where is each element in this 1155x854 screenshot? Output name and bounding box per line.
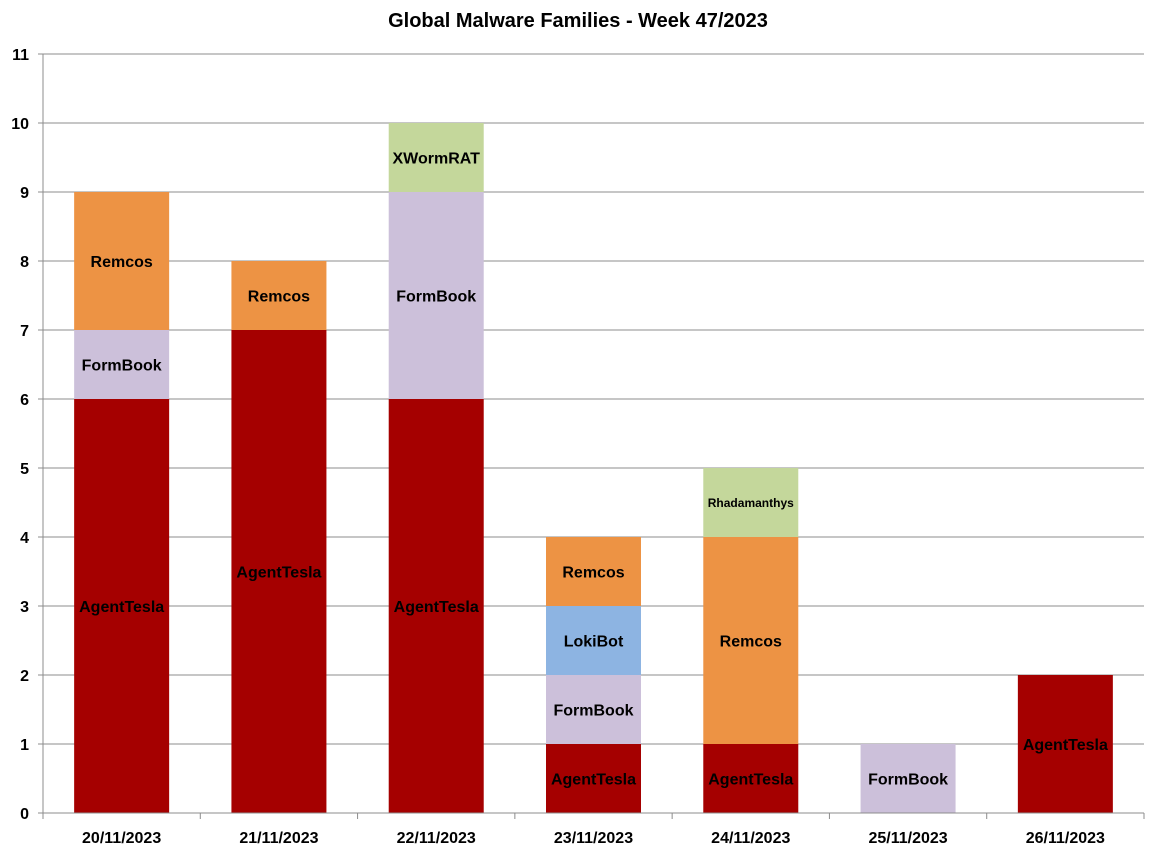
x-tick-label: 21/11/2023: [239, 830, 318, 847]
bar-segment-xwormrat: [388, 123, 484, 192]
segment-label-remcos: Remcos: [562, 564, 624, 581]
bar-segment-remcos: [703, 537, 799, 744]
y-tick-label: 1: [20, 737, 29, 754]
bar-segment-formbook: [546, 675, 641, 744]
bar-segment-agenttesla: [703, 744, 799, 813]
y-tick-label: 6: [20, 392, 29, 409]
y-tick-label: 8: [20, 254, 29, 271]
x-tick-label: 26/11/2023: [1026, 830, 1105, 847]
y-tick-label: 9: [20, 185, 29, 202]
segment-label-formbook: FormBook: [868, 771, 948, 788]
x-tick-label: 20/11/2023: [82, 830, 161, 847]
bar-segment-formbook: [74, 330, 170, 399]
chart-title: Global Malware Families - Week 47/2023: [388, 10, 768, 32]
x-tick-label: 22/11/2023: [397, 830, 476, 847]
bar-segment-agenttesla: [231, 330, 327, 813]
x-tick-label: 24/11/2023: [711, 830, 790, 847]
bar-segment-formbook: [860, 744, 956, 813]
segment-labels: AgentTesla FormBook Remcos AgentTesla Remcos…: [79, 150, 1108, 788]
y-tick-label: 7: [20, 323, 29, 340]
bar-segment-formbook: [388, 192, 484, 399]
bar-segment-agenttesla: [1017, 675, 1113, 813]
segment-label-formbook: FormBook: [554, 702, 634, 719]
bar-segment-lokibot: [546, 606, 641, 675]
x-tick-label: 23/11/2023: [554, 830, 633, 847]
segment-label-agenttesla: AgentTesla: [1023, 737, 1108, 754]
bar-segment-agenttesla: [546, 744, 641, 813]
y-tick-label: 11: [12, 47, 29, 64]
y-tick-label: 10: [11, 116, 29, 133]
bar-segment-agenttesla: [74, 399, 170, 813]
segment-label-agenttesla: AgentTesla: [708, 771, 793, 788]
segment-label-formbook: FormBook: [396, 288, 476, 305]
bar-segment-remcos: [231, 261, 327, 330]
y-tick-label: 0: [20, 806, 29, 823]
segment-label-agenttesla: AgentTesla: [394, 599, 479, 616]
bar-segment-remcos: [546, 537, 641, 606]
gridlines: [43, 53, 1144, 745]
segment-label-remcos: Remcos: [248, 288, 310, 305]
bar-segment-remcos: [74, 192, 170, 330]
segment-label-agenttesla: AgentTesla: [551, 771, 636, 788]
segment-label-lokibot: LokiBot: [564, 633, 624, 650]
segment-label-xwormrat: XWormRAT: [393, 150, 481, 167]
segment-label-rhadamanthys: Rhadamanthys: [708, 496, 794, 510]
y-tick-label: 2: [20, 668, 29, 685]
segment-label-remcos: Remcos: [720, 633, 782, 650]
bar-segment-agenttesla: [388, 399, 484, 813]
y-tick-label: 5: [20, 461, 29, 478]
y-tick-label: 3: [20, 599, 29, 616]
axes: 0 1 2 3 4 5 6 7 8 9 10 11 20/11/2023 21/11/2023 22/11/…: [11, 47, 1145, 847]
y-tick-label: 4: [20, 530, 29, 547]
segment-label-agenttesla: AgentTesla: [236, 564, 321, 581]
segment-label-agenttesla: AgentTesla: [79, 599, 164, 616]
segment-label-remcos: Remcos: [91, 254, 153, 271]
bars: [74, 123, 1113, 813]
segment-label-formbook: FormBook: [82, 357, 162, 374]
bar-segment-rhadamanthys: [703, 468, 799, 537]
x-tick-label: 25/11/2023: [868, 830, 947, 847]
